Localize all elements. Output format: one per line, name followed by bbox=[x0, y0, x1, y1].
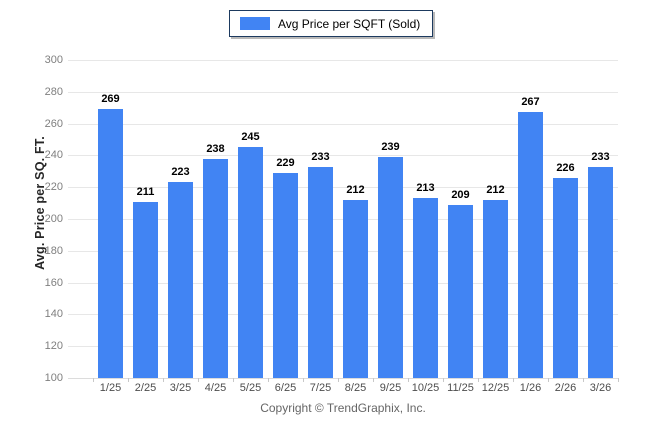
footer-copyright: Copyright © TrendGraphix, Inc. bbox=[260, 401, 426, 415]
bar-9/25 bbox=[378, 157, 403, 378]
bar-value-label: 229 bbox=[276, 156, 295, 169]
bar-10/25 bbox=[413, 198, 438, 378]
y-tick-label: 300 bbox=[44, 54, 63, 66]
bar-value-label: 223 bbox=[171, 166, 190, 179]
x-tick-label: 3/26 bbox=[589, 382, 612, 394]
x-axis-tick bbox=[233, 378, 234, 382]
x-axis-tick bbox=[268, 378, 269, 382]
bar-value-label: 267 bbox=[521, 96, 540, 109]
x-axis-tick bbox=[93, 378, 94, 382]
x-tick-label: 2/25 bbox=[134, 382, 157, 394]
x-tick-label: 9/25 bbox=[379, 382, 402, 394]
bar-value-label: 212 bbox=[486, 183, 505, 196]
gridline bbox=[68, 91, 618, 93]
bar-value-label: 226 bbox=[556, 161, 575, 174]
y-tick-label: 140 bbox=[44, 308, 63, 321]
bar-value-label: 211 bbox=[136, 185, 155, 198]
bar-11/25 bbox=[448, 204, 473, 378]
gridline bbox=[68, 123, 618, 125]
x-axis-tick bbox=[408, 378, 409, 382]
x-tick-label: 1/25 bbox=[99, 382, 122, 394]
bar-value-label: 213 bbox=[416, 182, 435, 195]
x-axis-tick bbox=[303, 378, 304, 382]
x-axis-tick bbox=[548, 378, 549, 382]
legend-label: Avg Price per SQFT (Sold) bbox=[278, 16, 421, 31]
x-tick-label: 2/26 bbox=[554, 382, 577, 394]
y-tick-label: 180 bbox=[44, 244, 63, 257]
bar-2/25 bbox=[133, 201, 158, 378]
x-tick-label: 5/25 bbox=[239, 382, 262, 394]
plot-area: 269 211 223 238 245 229 233 212 239 213 209 212 267 2… bbox=[68, 60, 618, 379]
bar-value-label: 238 bbox=[206, 142, 225, 155]
bar-6/25 bbox=[273, 172, 298, 378]
x-tick-label: 8/25 bbox=[344, 382, 367, 394]
y-tick-label: 280 bbox=[44, 85, 63, 98]
bar-1/26 bbox=[518, 112, 543, 378]
bar-value-label: 233 bbox=[311, 150, 330, 163]
bar-3/25 bbox=[168, 182, 193, 378]
y-tick-label: 200 bbox=[44, 213, 63, 225]
x-axis-tick bbox=[338, 378, 339, 382]
x-axis-tick bbox=[513, 378, 514, 382]
x-axis-tick bbox=[583, 378, 584, 382]
bar-value-label: 212 bbox=[346, 183, 365, 196]
bar-value-label: 239 bbox=[381, 140, 400, 153]
gridline bbox=[68, 378, 618, 379]
bar-4/25 bbox=[203, 158, 228, 378]
y-tick-label: 120 bbox=[44, 340, 63, 353]
bar-value-label: 209 bbox=[451, 188, 470, 201]
x-axis-tick bbox=[373, 378, 374, 382]
y-tick-label: 260 bbox=[44, 117, 63, 130]
y-tick-label: 160 bbox=[44, 276, 63, 289]
bar-3/26 bbox=[588, 166, 613, 378]
bar-8/25 bbox=[343, 199, 368, 378]
x-tick-label: 7/25 bbox=[309, 382, 332, 394]
y-tick-label: 100 bbox=[44, 372, 63, 384]
x-axis-tick bbox=[443, 378, 444, 382]
bar-7/25 bbox=[308, 166, 333, 378]
x-tick-label: 3/25 bbox=[169, 382, 192, 394]
bar-12/25 bbox=[483, 199, 508, 378]
y-tick-label: 220 bbox=[44, 181, 63, 194]
x-tick-label: 4/25 bbox=[204, 382, 227, 394]
bar-2/26 bbox=[553, 177, 578, 378]
bar-5/25 bbox=[238, 147, 263, 378]
gridline bbox=[68, 187, 618, 189]
x-axis-tick bbox=[478, 378, 479, 382]
gridline bbox=[68, 60, 618, 61]
x-tick-label: 11/25 bbox=[447, 382, 474, 394]
bar-value-label: 245 bbox=[241, 131, 260, 144]
x-tick-label: 1/26 bbox=[519, 382, 542, 394]
y-tick-label: 240 bbox=[44, 149, 63, 162]
x-axis-tick bbox=[618, 378, 619, 382]
bar-1/25 bbox=[98, 109, 123, 378]
x-tick-label: 12/25 bbox=[481, 382, 510, 394]
legend: Avg Price per SQFT (Sold) bbox=[229, 10, 434, 37]
bar-value-label: 269 bbox=[101, 93, 120, 106]
bar-value-label: 233 bbox=[591, 150, 610, 163]
x-axis-tick bbox=[163, 378, 164, 382]
x-axis-tick bbox=[128, 378, 129, 382]
x-tick-label: 10/25 bbox=[411, 382, 440, 394]
x-tick-label: 6/25 bbox=[274, 382, 297, 394]
legend-swatch-icon bbox=[240, 17, 270, 30]
x-axis-tick bbox=[198, 378, 199, 382]
gridline bbox=[68, 155, 618, 157]
